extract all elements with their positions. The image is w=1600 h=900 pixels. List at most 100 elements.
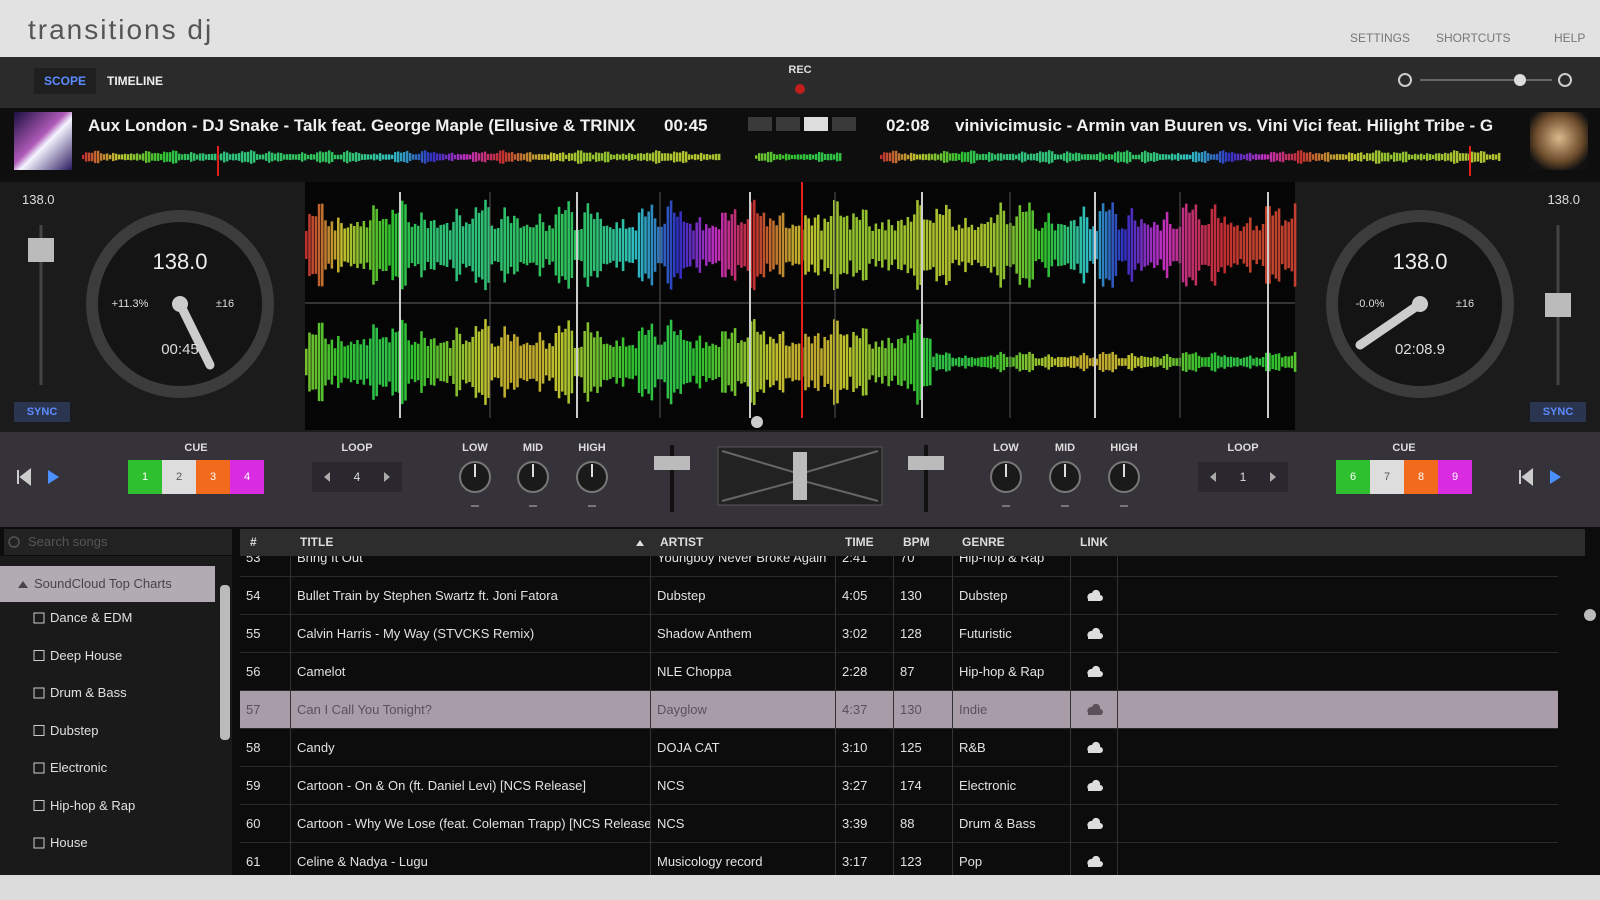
table-cell: 57 [246,702,261,717]
sidebar-item[interactable]: Dubstep [50,722,99,738]
table-cell: Youngboy Never Broke Again [650,556,835,577]
column-header[interactable]: TIME [845,535,874,549]
header-bar [0,0,1600,57]
table-cell: Cartoon - Why We Lose (feat. Coleman Tra… [290,805,650,843]
column-header[interactable]: ARTIST [660,535,704,549]
eq-label: LOW [462,442,488,454]
sync-button[interactable]: SYNC [14,402,70,422]
table-header [240,529,1585,556]
table-row[interactable]: 60 Cartoon - Why We Lose (feat. Coleman T… [240,805,1558,843]
cue-button[interactable]: 6 [1336,460,1370,494]
table-cell: 3:10 [835,729,893,767]
column-header[interactable]: # [250,535,257,549]
table-cell: 58 [246,740,261,755]
deck-bpm: 138.0 [1547,192,1580,207]
table-row[interactable]: 59 Cartoon - On & On (ft. Daniel Levi) [N… [240,767,1558,805]
sidebar-item[interactable]: Hip-hop & Rap [50,797,136,813]
table-cell [1070,556,1118,577]
album-art [1530,112,1588,170]
table-cell: NCS [650,805,835,843]
eq-label: HIGH [1110,442,1138,454]
table-cell: 55 [246,626,261,641]
table-cell: 4:37 [835,691,893,729]
table-cell: 88 [893,805,952,843]
column-header[interactable]: TITLE [300,535,334,549]
table-cell: Calvin Harris - My Way (STVCKS Remix) [290,615,650,653]
table-cell: Celine & Nadya - Lugu [290,843,650,875]
table-cell: 61 [246,854,261,869]
table-cell: 128 [893,615,952,653]
table-row[interactable]: 58 Candy DOJA CAT 3:10 125 R&B [240,729,1558,767]
cue-button[interactable]: 4 [230,460,264,494]
column-header[interactable]: LINK [1080,535,1108,549]
table-cell: NLE Choppa [650,653,835,691]
sidebar-group[interactable]: SoundCloud Top Charts [0,566,215,602]
table-cell [1070,843,1118,875]
table-cell: Hip-hop & Rap [952,653,1070,691]
sidebar-item[interactable]: House [50,835,88,850]
record-label[interactable]: REC [788,64,812,76]
track-title: Aux London - DJ Snake - Talk feat. Georg… [88,116,636,135]
table-cell: 60 [246,816,261,831]
deck-info-row [0,108,1600,182]
cue-button[interactable]: 7 [1370,460,1404,494]
table-cell: Camelot [290,653,650,691]
sidebar-item[interactable]: Dance & EDM [50,610,133,625]
toolbar [0,57,1600,108]
jog-pitch: -0.0% [1355,298,1385,310]
table-row[interactable]: 53 Bring It Out Youngboy Never Broke Again… [240,556,1558,577]
table-cell: 2:41 [835,556,893,577]
table-row[interactable]: 54 Bullet Train by Stephen Swartz ft. Jon… [240,577,1558,615]
nav-link[interactable]: SETTINGS [1350,31,1411,45]
sync-button[interactable]: SYNC [1530,402,1586,422]
footer-bar [0,875,1600,900]
cue-button[interactable]: 2 [162,460,196,494]
cue-button[interactable]: 9 [1438,460,1472,494]
table-cell: Hip-hop & Rap [952,556,1070,577]
cue-button[interactable]: 8 [1404,460,1438,494]
table-cell: 4:05 [835,577,893,615]
nav-link[interactable]: SHORTCUTS [1436,31,1511,45]
table-cell: 87 [893,653,952,691]
table-row[interactable]: 61 Celine & Nadya - Lugu Musicology record… [240,843,1558,875]
table-cell: 174 [893,767,952,805]
loop-label: LOOP [1227,442,1259,454]
table-row[interactable]: 55 Calvin Harris - My Way (STVCKS Remix) S… [240,615,1558,653]
cue-label: CUE [184,442,208,454]
sidebar-item[interactable]: Electronic [50,760,108,775]
table-row[interactable]: 56 Camelot NLE Choppa 2:28 87 Hip-hop & Rap [240,653,1558,691]
tab-scope[interactable]: SCOPE [34,68,96,94]
nav-link[interactable]: HELP [1554,31,1586,45]
sidebar-item[interactable]: Deep House [50,647,123,663]
column-header[interactable]: GENRE [962,535,1005,549]
table-cell: 59 [246,778,261,793]
table-cell: NCS [650,767,835,805]
table-cell: 56 [246,664,261,679]
album-art [14,112,72,170]
table-cell: Futuristic [952,615,1070,653]
jog-range: ±16 [1455,298,1475,310]
table-cell: 3:39 [835,805,893,843]
loop-label: LOOP [341,442,373,454]
track-time: 00:45 [664,116,708,135]
table-cell: Candy [290,729,650,767]
eq-label: MID [522,442,544,454]
jog-tempo: 138.0 [1392,249,1448,274]
cue-button[interactable]: 3 [196,460,230,494]
loop-value: 4 [353,470,361,484]
column-header[interactable]: BPM [903,535,930,549]
table-cell: 3:27 [835,767,893,805]
table-body: 53 Bring It Out Youngboy Never Broke Again… [240,556,1585,875]
table-cell: 130 [893,577,952,615]
sidebar-item[interactable]: Drum & Bass [50,685,127,700]
cue-button[interactable]: 1 [128,460,162,494]
table-cell: Dayglow [650,691,835,729]
tab-timeline[interactable]: TIMELINE [107,74,163,88]
table-cell: Dubstep [650,577,835,615]
table-row[interactable]: 57 Can I Call You Tonight? Dayglow 4:37 130 I… [240,691,1558,729]
search-box[interactable]: Search songs [4,529,232,555]
table-cell [1070,729,1118,767]
table-cell [1070,767,1118,805]
table-cell: Electronic [952,767,1070,805]
